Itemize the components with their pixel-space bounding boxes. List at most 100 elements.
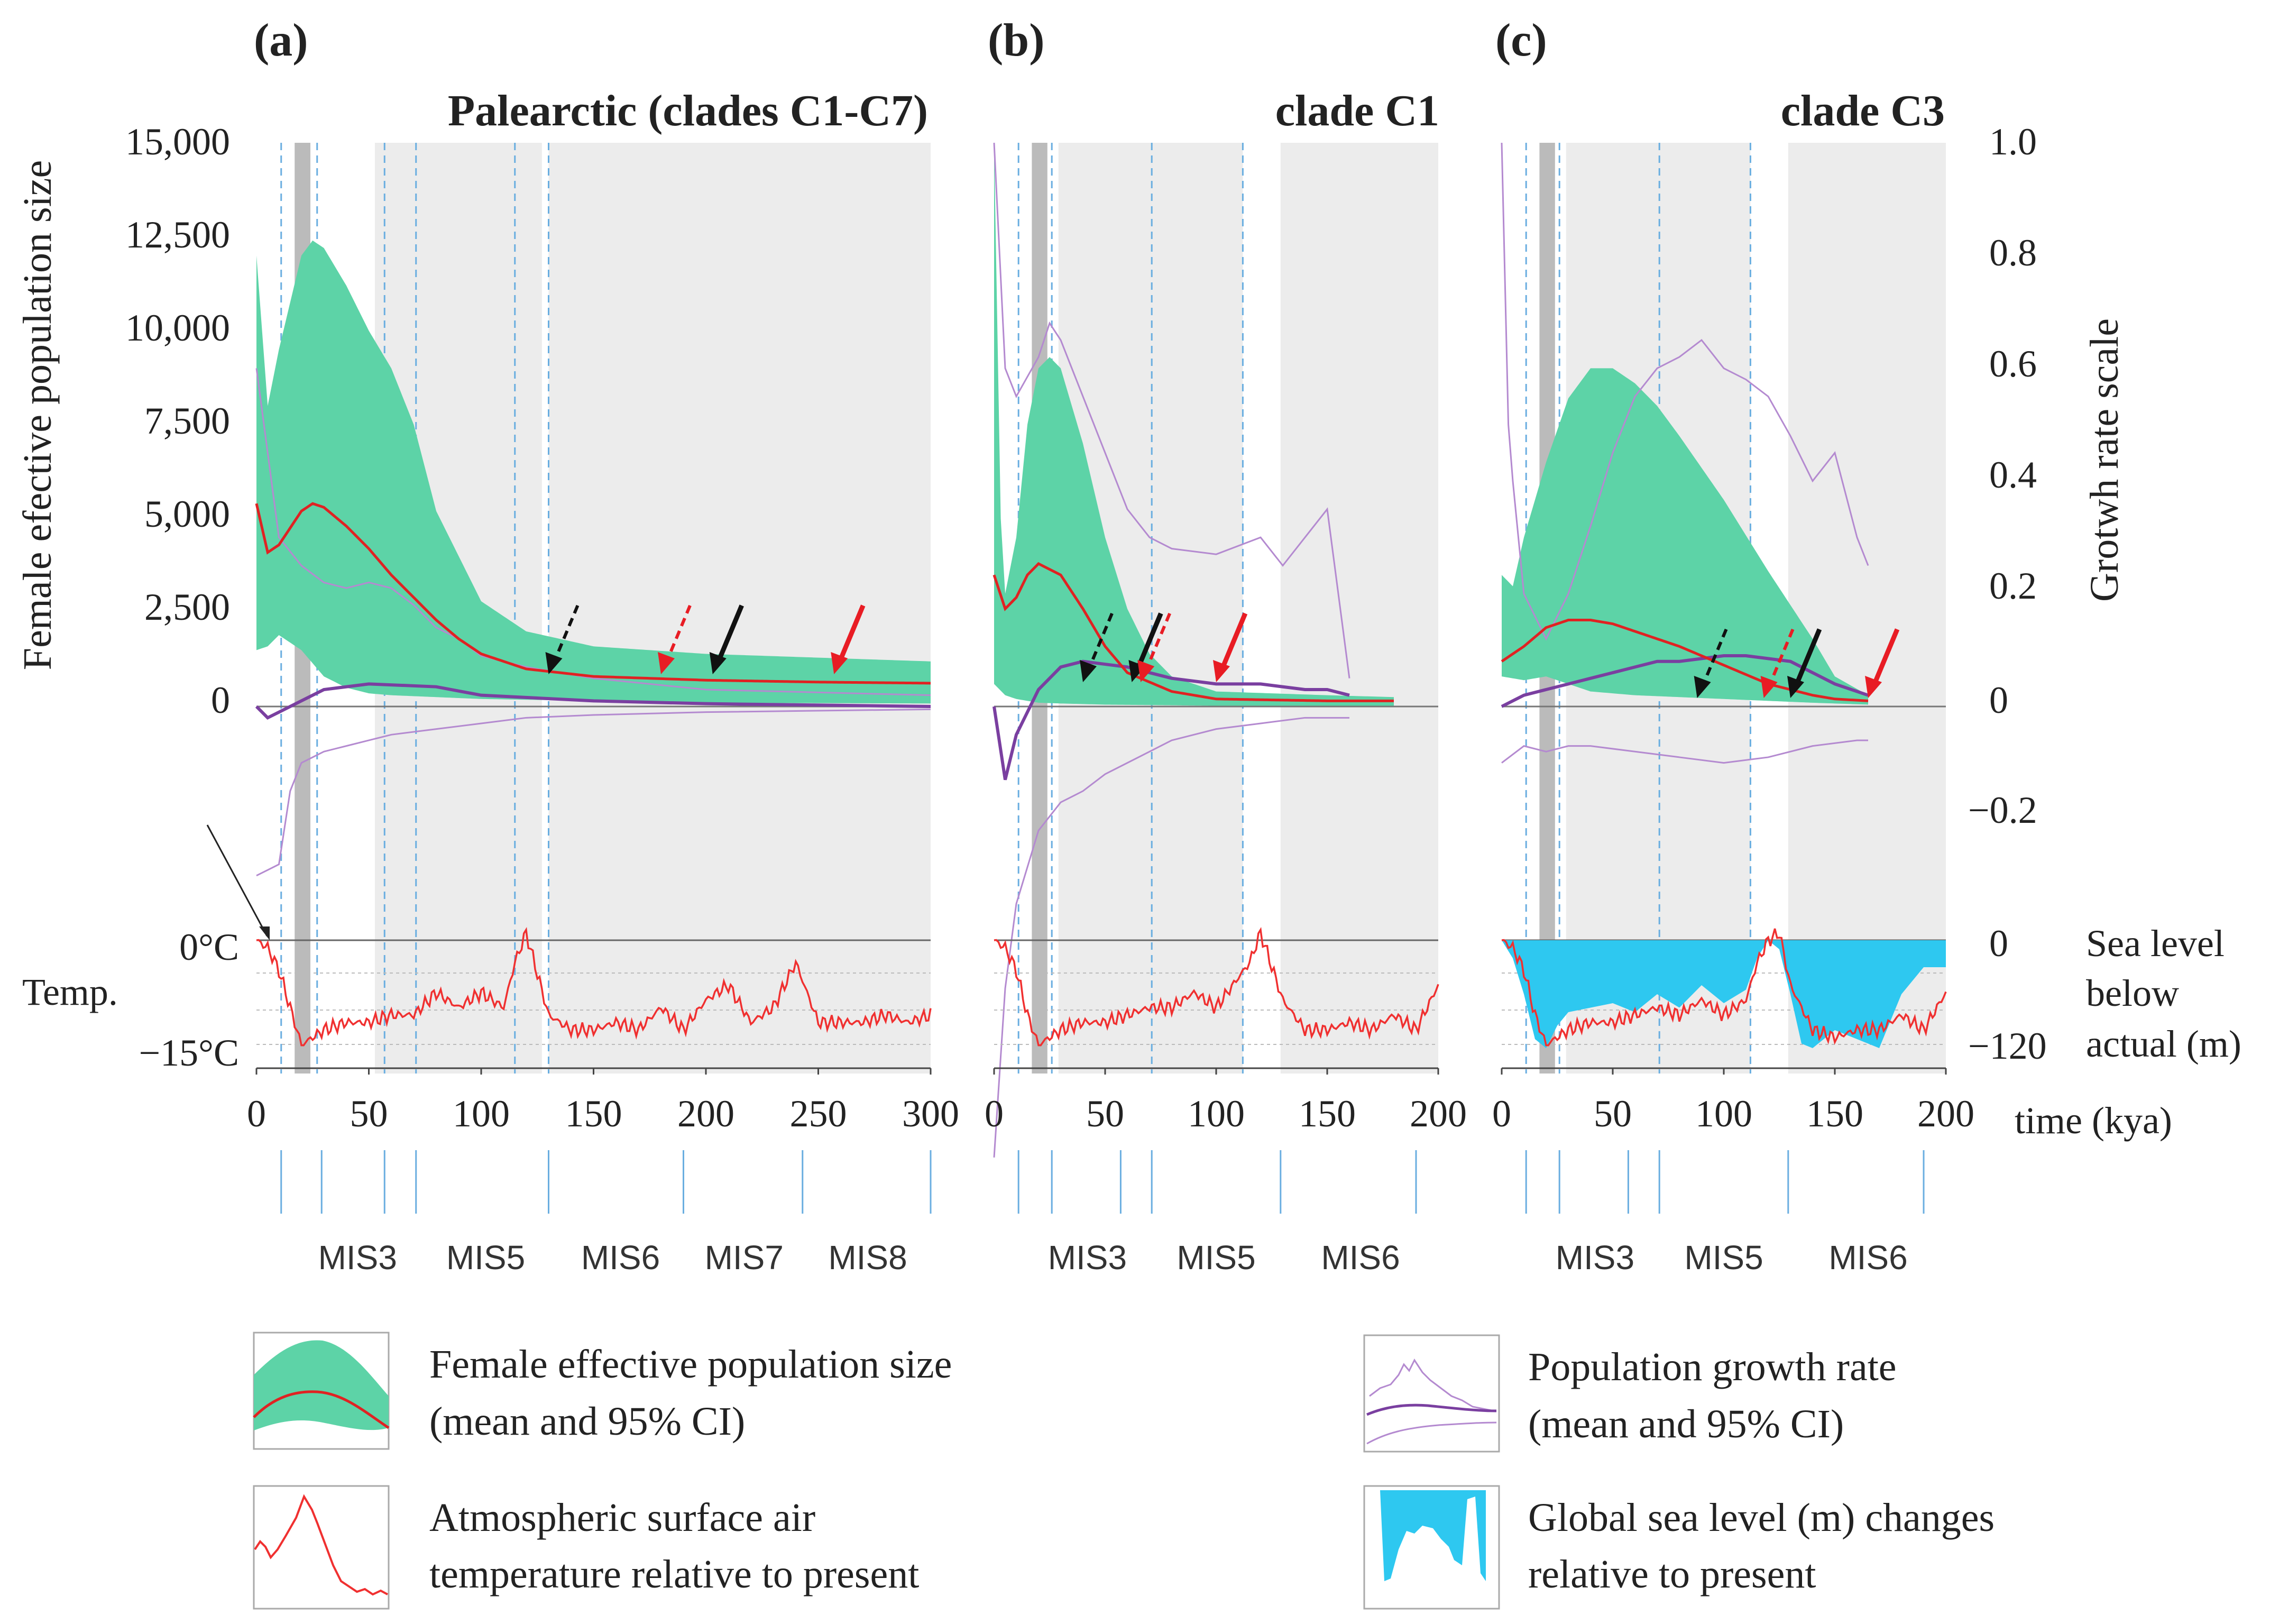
panel: 0 50 100 150 200 MIS3 MIS5 MIS6 (c) clade C3 (1492, 15, 1974, 1277)
mis-label: MIS5 (1177, 1238, 1255, 1277)
sea-level-area (1502, 940, 1946, 1048)
arrow-head (709, 652, 727, 674)
trend-arrow (1135, 612, 1163, 672)
legend-text: relative to present (1528, 1552, 1816, 1597)
sea-title-line: Sea level (2086, 922, 2225, 965)
x-tick-label: 150 (1299, 1093, 1356, 1135)
arrow-head (1694, 676, 1711, 698)
trend-arrow (665, 604, 692, 664)
mis-label: MIS5 (446, 1238, 525, 1277)
ne-mean-line (1501, 619, 1869, 702)
mis-label: MIS3 (1048, 1238, 1127, 1277)
mis-label: MIS8 (828, 1238, 907, 1277)
temp-tick: −15°C (139, 1032, 239, 1074)
x-tick-label: 300 (902, 1093, 959, 1135)
x-tick-label: 0 (985, 1093, 1004, 1135)
trend-arrow (1793, 628, 1822, 687)
ne-ci-area (256, 240, 931, 704)
legend-text: temperature relative to present (429, 1552, 919, 1597)
panels-layer: 0 50 100 150 200 250 300 MIS3 MIS5 MIS6 MIS7 MIS8 (a… (206, 15, 1974, 1277)
left-tick: 5,000 (144, 493, 230, 535)
trend-arrow (715, 604, 744, 664)
x-axis-title: time (kya) (2015, 1099, 2172, 1142)
arrow-head (1865, 676, 1882, 698)
left-tick: 10,000 (125, 307, 230, 349)
mis-label: MIS6 (1321, 1238, 1400, 1277)
temp-label: Temp. (22, 971, 118, 1013)
growth-ci-line (256, 708, 931, 877)
arrow-head (1137, 660, 1155, 682)
right-tick: 0.6 (1989, 343, 2037, 385)
right-tick: 0.2 (1989, 565, 2037, 607)
legend-text: Female effective population size (429, 1342, 952, 1387)
left-tick: 2,500 (144, 586, 230, 628)
trend-arrow (1144, 612, 1171, 672)
arrow-head (545, 652, 563, 674)
period-band (1788, 143, 1946, 1074)
mis-label: MIS5 (1684, 1238, 1763, 1277)
trend-arrow (1871, 628, 1900, 687)
x-tick-label: 150 (565, 1093, 622, 1135)
left-tick: 15,000 (125, 121, 230, 163)
temperature-line (994, 927, 1439, 1047)
legend-text: (mean and 95% CI) (1528, 1402, 1844, 1446)
panel: 0 50 100 150 200 250 300 MIS3 MIS5 MIS6 MIS7 MIS8 (a… (247, 15, 959, 1277)
panel-title: clade C1 (1275, 86, 1439, 135)
y-axis-left-title: Female efective population size (15, 160, 60, 670)
x-tick-label: 100 (1695, 1093, 1752, 1135)
trend-arrow (1087, 612, 1114, 672)
growth-mean-line (992, 659, 1350, 781)
ne-mean-line (255, 502, 931, 685)
sea-tick: 0 (1989, 922, 2008, 965)
pointer-arrow-head (259, 926, 270, 940)
x-tick-label: 100 (453, 1093, 510, 1135)
x-tick-label: 100 (1188, 1093, 1245, 1135)
temperature-line (256, 927, 932, 1047)
growth-ci-line (1501, 142, 1869, 641)
x-tick-label: 200 (1410, 1093, 1467, 1135)
sea-title-line: actual (m) (2086, 1023, 2241, 1065)
arrow-head (1213, 660, 1230, 682)
x-tick-label: 250 (790, 1093, 847, 1135)
pointer-arrow (206, 824, 268, 937)
mis-label: MIS3 (1556, 1238, 1634, 1277)
growth-ci-line (993, 717, 1349, 1158)
left-axis: 15,000 12,500 10,000 7,500 5,000 2,500 0… (15, 121, 239, 1074)
temp-legend-icon (253, 1485, 390, 1610)
mis-label: MIS3 (318, 1238, 397, 1277)
right-tick: 0.4 (1989, 454, 2037, 496)
temperature-line (1501, 928, 1947, 1047)
legend-text: Population growth rate (1528, 1345, 1897, 1389)
mis-label: MIS6 (1828, 1238, 1907, 1277)
x-tick-label: 50 (350, 1093, 388, 1135)
x-tick-label: 200 (1917, 1093, 1974, 1135)
legend-text: (mean and 95% CI) (429, 1399, 745, 1444)
right-tick: −0.2 (1968, 789, 2037, 831)
panel-letter: (c) (1495, 15, 1547, 66)
trend-arrow (552, 604, 580, 664)
left-tick: 7,500 (144, 400, 230, 442)
trend-arrow (1219, 612, 1248, 672)
arrow-head (831, 652, 848, 674)
arrow-head (658, 652, 675, 674)
sea-title-line: below (2086, 972, 2179, 1014)
panel-title: Palearctic (clades C1-C7) (448, 86, 928, 135)
growth-ci-line (1501, 739, 1868, 764)
growth-mean-line (255, 682, 931, 720)
ne-legend-icon (253, 1332, 390, 1450)
trend-arrow (837, 604, 866, 664)
y-axis-right-title: Grotwh rate scale (2082, 318, 2127, 602)
legend-text: Global sea level (m) changes (1528, 1495, 1995, 1540)
arrow-head (1760, 676, 1778, 698)
left-tick: 0 (211, 679, 230, 721)
x-tick-label: 200 (677, 1093, 734, 1135)
sea-tick: −120 (1968, 1025, 2047, 1067)
legend: Female effective population size (mean a… (253, 1332, 1995, 1610)
mis-label: MIS7 (705, 1238, 784, 1277)
arrow-head (1787, 676, 1804, 698)
panel-letter: (b) (988, 15, 1045, 66)
growth-mean-line (1501, 654, 1869, 708)
period-band (1280, 143, 1438, 1074)
x-tick-label: 150 (1806, 1093, 1863, 1135)
